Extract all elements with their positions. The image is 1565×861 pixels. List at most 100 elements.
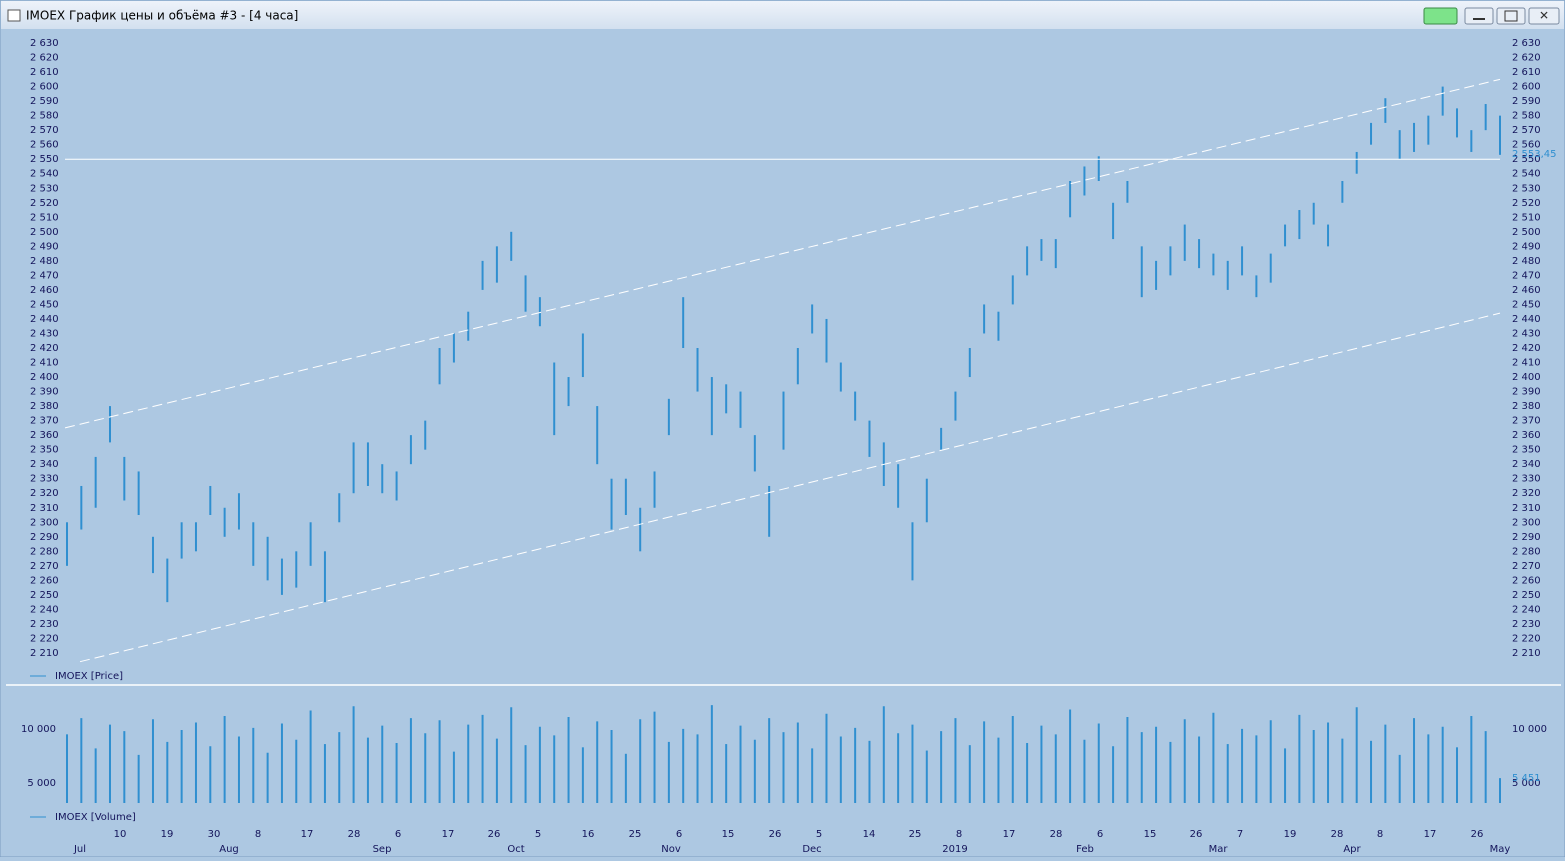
y-tick-label-right: 2 620 [1512,53,1541,64]
x-day-label: 6 [395,829,401,840]
x-day-label: 6 [676,829,682,840]
x-day-label: 25 [909,829,922,840]
y-tick-label-right: 2 590 [1512,96,1541,107]
y-tick-label-right: 2 370 [1512,416,1541,427]
y-tick-label-left: 2 230 [30,619,59,630]
y-tick-label-right: 2 530 [1512,183,1541,194]
y-tick-label-right: 2 480 [1512,256,1541,267]
x-month-label: Dec [802,844,821,855]
y-tick-label-left: 2 480 [30,256,59,267]
y-tick-label-left: 2 350 [30,445,59,456]
x-day-label: 17 [301,829,314,840]
y-tick-label-right: 2 460 [1512,285,1541,296]
y-tick-label-right: 2 450 [1512,299,1541,310]
y-tick-label-left: 2 380 [30,401,59,412]
y-tick-label-right: 2 350 [1512,445,1541,456]
x-day-label: 10 [114,829,127,840]
maximize-button[interactable] [1496,7,1526,25]
y-tick-label-left: 2 410 [30,358,59,369]
y-tick-label-left: 2 330 [30,474,59,485]
x-month-label: Apr [1343,844,1361,855]
x-day-label: 15 [1144,829,1157,840]
y-tick-label-left: 2 450 [30,299,59,310]
y-tick-label-right: 2 500 [1512,227,1541,238]
y-tick-label-right: 2 320 [1512,488,1541,499]
x-day-label: 8 [1377,829,1383,840]
x-month-label: Oct [507,844,524,855]
y-tick-label-left: 2 600 [30,82,59,93]
y-tick-label-left: 2 400 [30,372,59,383]
y-tick-label-left: 2 590 [30,96,59,107]
x-day-label: 8 [956,829,962,840]
x-month-label: 2019 [942,844,967,855]
x-day-label: 30 [208,829,221,840]
y-tick-label-right: 10 000 [1512,724,1547,735]
y-tick-label-right: 2 210 [1512,648,1541,659]
y-tick-label-left: 2 370 [30,416,59,427]
y-tick-label-right: 2 380 [1512,401,1541,412]
y-tick-label-left: 2 550 [30,154,59,165]
volume-legend: IMOEX [Volume] [55,812,136,823]
x-day-label: 26 [769,829,782,840]
y-tick-label-right: 2 630 [1512,38,1541,49]
y-tick-label-right: 2 430 [1512,328,1541,339]
y-tick-label-left: 2 280 [30,546,59,557]
y-tick-label-left: 2 540 [30,169,59,180]
y-tick-label-left: 2 310 [30,503,59,514]
x-day-label: 19 [161,829,174,840]
close-button[interactable] [1528,7,1560,25]
y-tick-label-right: 2 600 [1512,82,1541,93]
window-title: IMOEX График цены и объёма #3 - [4 часа] [26,9,298,23]
title-bar [1,1,1564,29]
y-tick-label-left: 2 490 [30,241,59,252]
x-day-label: 28 [348,829,361,840]
y-tick-label-right: 2 340 [1512,459,1541,470]
y-tick-label-left: 2 420 [30,343,59,354]
x-month-label: Jul [73,844,86,855]
y-tick-label-right: 2 360 [1512,430,1541,441]
y-tick-label-left: 2 290 [30,532,59,543]
y-tick-label-right: 2 250 [1512,590,1541,601]
last-volume-label: 5 451 [1512,773,1541,784]
y-tick-label-right: 2 290 [1512,532,1541,543]
x-day-label: 17 [1003,829,1016,840]
y-tick-label-left: 2 610 [30,67,59,78]
y-tick-label-right: 2 400 [1512,372,1541,383]
y-tick-label-right: 2 490 [1512,241,1541,252]
y-tick-label-right: 2 270 [1512,561,1541,572]
price-legend: IMOEX [Price] [55,671,123,682]
y-tick-label-left: 2 620 [30,53,59,64]
y-tick-label-right: 2 540 [1512,169,1541,180]
y-tick-label-right: 2 330 [1512,474,1541,485]
y-tick-label-right: 2 220 [1512,633,1541,644]
y-tick-label-left: 2 320 [30,488,59,499]
x-month-label: May [1490,844,1511,855]
y-tick-label-right: 2 610 [1512,67,1541,78]
x-day-label: 19 [1284,829,1297,840]
maximize-icon [1504,10,1518,22]
x-day-label: 26 [1471,829,1484,840]
link-button[interactable] [1423,7,1458,25]
y-tick-label-left: 2 390 [30,387,59,398]
x-day-label: 17 [1424,829,1437,840]
y-tick-label-right: 2 310 [1512,503,1541,514]
y-tick-label-right: 2 470 [1512,270,1541,281]
y-tick-label-left: 2 470 [30,270,59,281]
y-tick-label-right: 2 230 [1512,619,1541,630]
y-tick-label-left: 2 340 [30,459,59,470]
trend-line [79,312,1501,663]
y-tick-label-left: 2 360 [30,430,59,441]
y-tick-label-left: 2 250 [30,590,59,601]
y-tick-label-left: 2 520 [30,198,59,209]
y-tick-label-right: 2 410 [1512,358,1541,369]
y-tick-label-left: 2 300 [30,517,59,528]
x-day-label: 17 [442,829,455,840]
x-day-label: 15 [722,829,735,840]
minimize-button[interactable] [1464,7,1494,25]
y-tick-label-left: 5 000 [27,778,56,789]
x-day-label: 28 [1331,829,1344,840]
y-tick-label-right: 2 440 [1512,314,1541,325]
x-day-label: 8 [255,829,261,840]
